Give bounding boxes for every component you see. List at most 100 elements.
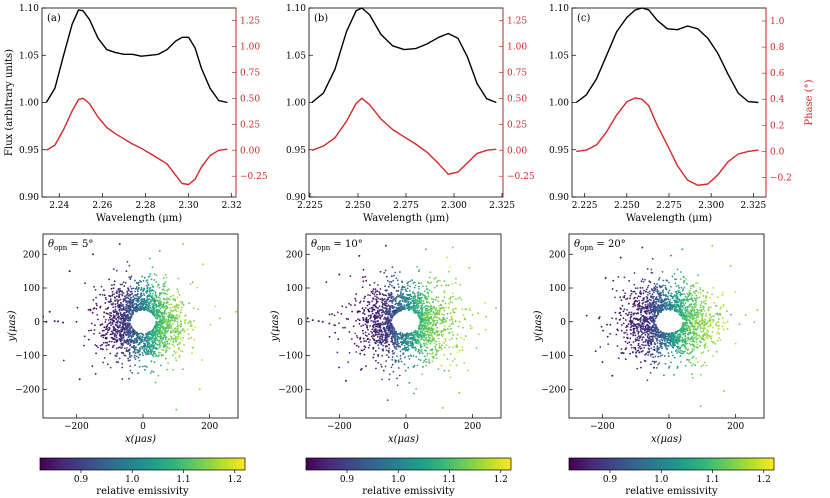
- scatter-point: [162, 285, 165, 288]
- scatter-point: [113, 334, 116, 336]
- scatter-point: [126, 333, 128, 335]
- scatter-point: [375, 359, 377, 362]
- scatter-point: [128, 264, 131, 267]
- scatter-point: [441, 320, 444, 323]
- scatter-point: [178, 313, 181, 316]
- scatter-point: [434, 324, 437, 327]
- scatter-point: [709, 336, 712, 338]
- scatter-point: [392, 332, 394, 335]
- scatter-point: [455, 337, 458, 340]
- scatter-point: [191, 352, 193, 354]
- scatter-point: [149, 310, 152, 313]
- scatter-point: [435, 349, 438, 351]
- scatter-point: [155, 354, 158, 357]
- scatter-point: [461, 308, 464, 310]
- scatter-point: [116, 331, 119, 333]
- scatter-point: [363, 313, 366, 316]
- scatter-point: [452, 311, 455, 313]
- scatter-point: [623, 336, 625, 339]
- scatter-point: [94, 324, 96, 327]
- scatter-point: [433, 286, 436, 289]
- scatter-point: [158, 315, 161, 318]
- scatter-point: [407, 284, 409, 287]
- scatter-point: [668, 367, 670, 369]
- scatter-point: [379, 317, 382, 320]
- scatter-point: [357, 318, 359, 321]
- scatter-point: [394, 347, 396, 350]
- scatter-point: [715, 324, 718, 327]
- scatter-point: [173, 350, 176, 353]
- scatter-point: [638, 307, 641, 310]
- scatter-point: [415, 338, 418, 341]
- scatter-point: [426, 326, 429, 328]
- scatter-point: [178, 304, 181, 307]
- scatter-point: [650, 338, 653, 341]
- scatter-point: [445, 344, 448, 347]
- scatter-point: [164, 285, 166, 288]
- scatter-point: [418, 352, 421, 355]
- scatter-point: [450, 323, 453, 325]
- scatter-point: [147, 295, 150, 298]
- scatter-point: [387, 298, 390, 300]
- scatter-point: [177, 348, 180, 351]
- scatter-point: [704, 302, 707, 305]
- scatter-point: [150, 338, 152, 341]
- scatter-point: [109, 352, 112, 355]
- scatter-point: [181, 329, 184, 332]
- scatter-point: [155, 298, 158, 301]
- scatter-point: [436, 281, 438, 283]
- scatter-point: [106, 323, 109, 326]
- scatter-point: [404, 337, 406, 340]
- scatter-point: [426, 352, 429, 355]
- scatter-point: [369, 317, 371, 320]
- y-tick-label-left: 1.10: [549, 4, 569, 14]
- scatter-point: [122, 327, 125, 330]
- scatter-point: [170, 327, 173, 330]
- scatter-point: [393, 287, 396, 289]
- scatter-point: [168, 347, 171, 350]
- scatter-point: [96, 304, 98, 307]
- scatter-point: [372, 290, 374, 293]
- scatter-point: [598, 316, 601, 318]
- scatter-point: [406, 293, 408, 296]
- scatter-point: [379, 298, 382, 301]
- scatter-point: [430, 325, 433, 328]
- scatter-point: [100, 285, 103, 288]
- scatter-point: [132, 333, 135, 335]
- scatter-point: [369, 294, 371, 297]
- scatter-point: [699, 292, 702, 294]
- y-tick-label: 100: [286, 284, 303, 294]
- scatter-point: [458, 349, 461, 352]
- scatter-point: [155, 308, 158, 311]
- scatter-point: [154, 293, 157, 295]
- scatter-point: [458, 320, 461, 323]
- scatter-point: [111, 293, 114, 296]
- scatter-point: [90, 322, 93, 325]
- scatter-point: [440, 284, 443, 287]
- plot-frame: [42, 233, 239, 419]
- scatter-point: [394, 271, 396, 274]
- scatter-point: [651, 328, 653, 331]
- scatter-point: [676, 268, 679, 271]
- scatter-point: [418, 315, 420, 318]
- scatter-point: [91, 311, 94, 314]
- scatter-point: [418, 336, 421, 338]
- scatter-point: [426, 354, 428, 357]
- scatter-point: [446, 358, 449, 360]
- spectrum-panel-c: 2.225 2.250 2.275 2.300 2.3250.900.951.001.0…: [549, 4, 815, 224]
- scatter-point: [123, 323, 125, 326]
- scatter-point: [160, 364, 162, 367]
- scatter-point: [157, 335, 160, 338]
- scatter-point: [113, 335, 116, 338]
- scatter-point: [445, 320, 447, 323]
- scatter-point: [422, 319, 425, 321]
- scatter-point: [378, 333, 381, 335]
- y-axis-label-left: Flux (arbitrary units): [4, 49, 15, 156]
- scatter-point: [365, 340, 367, 342]
- scatter-point: [171, 319, 174, 321]
- scatter-point: [117, 288, 120, 290]
- scatter-point: [650, 299, 652, 301]
- scatter-point: [385, 294, 388, 297]
- scatter-point: [172, 294, 175, 297]
- scatter-point: [414, 300, 417, 303]
